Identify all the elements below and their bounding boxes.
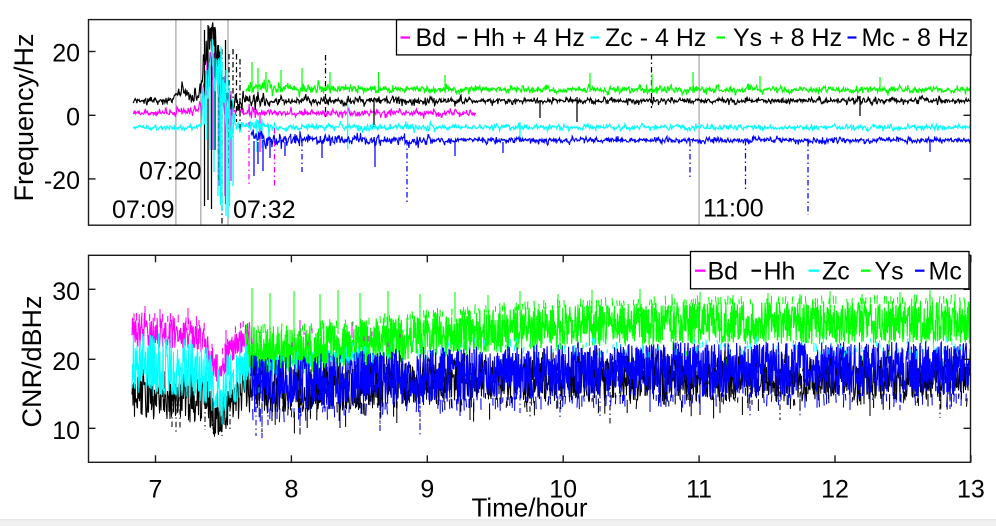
svg-text:Zc - 4 Hz: Zc - 4 Hz — [605, 24, 706, 52]
svg-text:Hh + 4 Hz: Hh + 4 Hz — [473, 24, 585, 52]
svg-text:07:20: 07:20 — [139, 157, 202, 185]
svg-text:Zc: Zc — [822, 257, 850, 285]
svg-text:20: 20 — [52, 348, 80, 376]
svg-text:Bd: Bd — [416, 24, 447, 52]
svg-text:20: 20 — [52, 40, 80, 68]
svg-text:Hh: Hh — [764, 257, 796, 285]
svg-text:10: 10 — [52, 417, 80, 445]
svg-text:Ys + 8 Hz: Ys + 8 Hz — [733, 24, 842, 52]
svg-text:8: 8 — [284, 476, 298, 504]
svg-text:-20: -20 — [44, 167, 80, 195]
svg-text:Time/hour: Time/hour — [471, 493, 587, 523]
svg-text:Ys: Ys — [875, 257, 904, 285]
svg-text:11:00: 11:00 — [703, 195, 764, 223]
svg-text:Mc: Mc — [929, 257, 962, 285]
svg-text:30: 30 — [52, 278, 80, 306]
svg-text:Frequency/Hz: Frequency/Hz — [9, 33, 39, 201]
svg-text:9: 9 — [420, 476, 434, 504]
svg-text:10: 10 — [549, 476, 577, 504]
svg-text:12: 12 — [821, 476, 849, 504]
svg-text:Bd: Bd — [708, 257, 739, 285]
svg-text:07:32: 07:32 — [233, 196, 296, 224]
svg-text:Mc - 8 Hz: Mc - 8 Hz — [862, 24, 969, 52]
svg-text:CNR/dBHz: CNR/dBHz — [17, 295, 47, 427]
svg-text:11: 11 — [686, 476, 712, 504]
svg-text:07:09: 07:09 — [112, 196, 175, 224]
svg-text:0: 0 — [66, 104, 80, 132]
svg-text:7: 7 — [149, 476, 163, 504]
svg-text:13: 13 — [957, 476, 985, 504]
